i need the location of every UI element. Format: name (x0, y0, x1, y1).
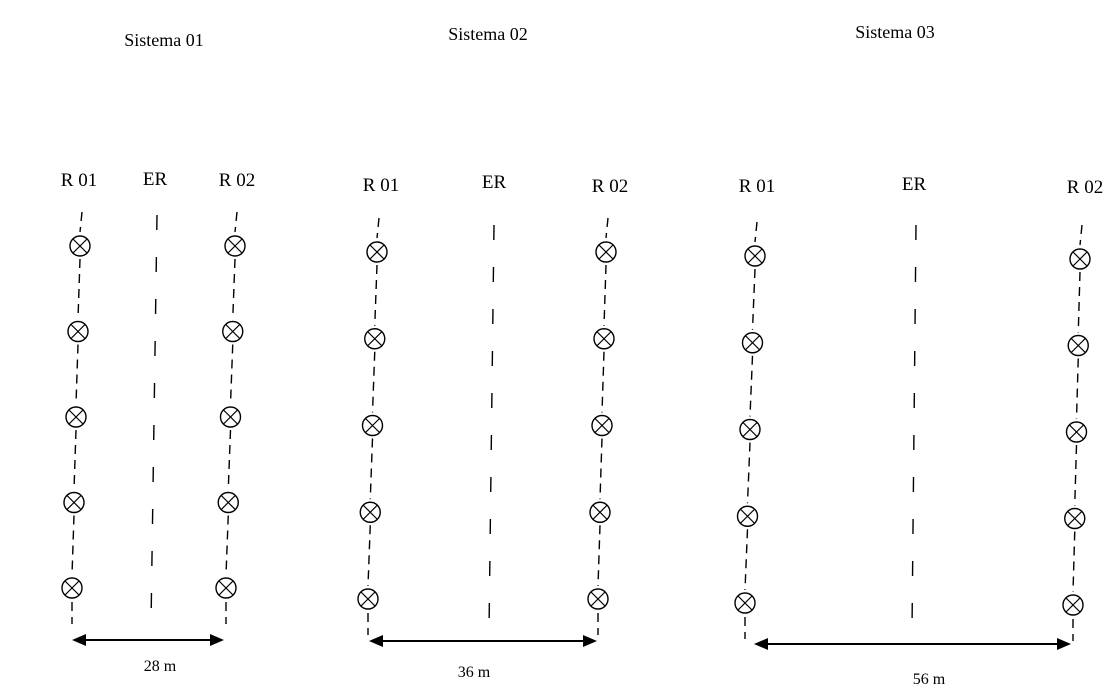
circled-x-icon (589, 501, 611, 523)
circled-x-icon (591, 414, 613, 437)
distance-arrow-3 (754, 638, 1071, 650)
circled-x-icon (63, 491, 85, 514)
row-label-er: ER (482, 172, 507, 193)
circled-x-icon (215, 577, 237, 599)
row-label-r01: R 01 (363, 175, 399, 196)
system-title-1: Sistema 01 (124, 30, 204, 50)
circled-x-icon (357, 588, 379, 610)
row-label-r01: R 01 (739, 176, 775, 197)
row-label-er: ER (902, 174, 927, 195)
row-dash-line (606, 217, 609, 228)
circled-x-icon (744, 245, 766, 267)
circled-x-icon (366, 241, 388, 263)
circled-x-icon (69, 235, 91, 257)
row-dash-line (79, 226, 82, 233)
row-label-r02: R 02 (1067, 177, 1103, 198)
row-dash-line (605, 232, 608, 239)
row-dash-line (1079, 239, 1082, 246)
circled-x-icon (61, 577, 83, 599)
row-columns (61, 211, 1091, 641)
circled-x-icon (1065, 421, 1088, 443)
row-dash-line (754, 236, 757, 243)
circled-x-icon (595, 241, 617, 263)
circled-x-icon (593, 328, 615, 350)
system-title-2: Sistema 02 (448, 24, 528, 44)
circled-x-icon (361, 414, 384, 437)
circled-x-icon (224, 235, 246, 257)
circled-x-icon (1069, 248, 1091, 270)
circled-x-icon (739, 418, 761, 441)
distance-label-2: 36 m (458, 664, 491, 681)
distance-arrow-1 (72, 634, 224, 646)
circled-x-icon (359, 501, 381, 523)
row-dash-line (1080, 224, 1083, 235)
circled-x-icon (734, 592, 756, 614)
circled-x-icon (1064, 507, 1086, 530)
circled-x-icon (1067, 334, 1089, 357)
circled-x-icon (1062, 594, 1084, 616)
row-dash-line (755, 221, 758, 232)
circled-x-icon (219, 406, 242, 428)
row-dash-line (234, 226, 237, 233)
circled-x-icon (217, 491, 239, 514)
system-title-3: Sistema 03 (855, 22, 935, 42)
distance-label-1: 28 m (144, 658, 177, 675)
circled-x-icon (587, 588, 609, 610)
distance-arrow-2 (369, 635, 597, 647)
distance-label-3: 56 m (913, 671, 946, 688)
circled-x-icon (222, 320, 244, 343)
circled-x-icon (65, 406, 87, 428)
circled-x-icon (741, 332, 764, 354)
row-dash-line (377, 217, 380, 228)
circled-x-icon (736, 505, 759, 527)
row-dash-line (376, 232, 379, 239)
circled-x-icon (364, 328, 386, 350)
circled-x-icon (67, 320, 89, 343)
row-dash-line (235, 211, 238, 222)
row-label-r02: R 02 (219, 170, 255, 191)
row-label-r02: R 02 (592, 176, 628, 197)
row-label-er: ER (143, 169, 168, 190)
row-label-r01: R 01 (61, 170, 97, 191)
row-dash-line (80, 211, 83, 222)
